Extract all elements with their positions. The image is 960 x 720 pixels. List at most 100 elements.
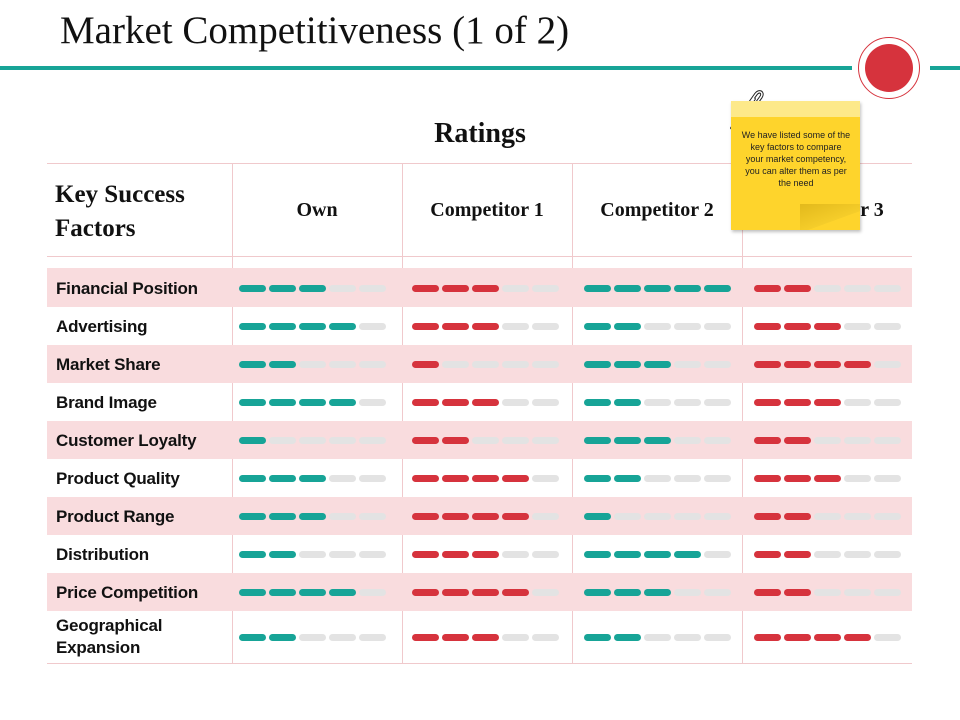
rating-segment-filled: [584, 513, 611, 520]
rating-segment-empty: [874, 513, 901, 520]
column-header-competitor-2: Competitor 2: [600, 199, 714, 221]
rating-segment-filled: [784, 399, 811, 406]
rating-segment-empty: [532, 323, 559, 330]
rating-segment-empty: [674, 475, 701, 482]
key-success-factors-header: Key Success Factors: [55, 181, 185, 242]
rating-segment-empty: [704, 361, 731, 368]
table-row: Product Quality: [47, 459, 912, 497]
rating-segment-filled: [269, 399, 296, 406]
table-row: Market Share: [47, 345, 912, 383]
rating-segment-filled: [442, 551, 469, 558]
factor-label: Distribution: [56, 545, 149, 564]
rating-segment-empty: [814, 589, 841, 596]
rating-segment-filled: [754, 513, 781, 520]
rating-segment-filled: [584, 399, 611, 406]
rating-segment-filled: [644, 437, 671, 444]
factor-label: Price Competition: [56, 583, 199, 602]
rating-segment-empty: [532, 361, 559, 368]
rating-segment-filled: [614, 285, 641, 292]
rating-segment-empty: [329, 513, 356, 520]
rating-segment-filled: [754, 589, 781, 596]
rating-segment-filled: [754, 323, 781, 330]
rating-segment-empty: [532, 285, 559, 292]
rating-segment-filled: [844, 361, 871, 368]
rating-segment-filled: [299, 399, 326, 406]
rating-segment-empty: [874, 285, 901, 292]
table-row: Advertising: [47, 307, 912, 345]
factor-label: Product Range: [56, 507, 175, 526]
rating-segment-empty: [814, 437, 841, 444]
rating-segment-empty: [502, 361, 529, 368]
rating-segment-filled: [754, 399, 781, 406]
rating-segment-empty: [359, 475, 386, 482]
rating-segment-filled: [784, 361, 811, 368]
rating-segment-empty: [704, 589, 731, 596]
rating-segment-filled: [814, 634, 841, 641]
rating-segment-filled: [584, 323, 611, 330]
column-divider: [402, 163, 403, 663]
rating-segment-filled: [269, 634, 296, 641]
rating-segment-filled: [269, 551, 296, 558]
rating-segment-filled: [269, 361, 296, 368]
rating-segment-empty: [532, 437, 559, 444]
rating-segment-filled: [644, 285, 671, 292]
rating-segment-filled: [269, 323, 296, 330]
rating-segment-filled: [412, 589, 439, 596]
rating-segment-empty: [329, 361, 356, 368]
rating-segment-empty: [359, 589, 386, 596]
rating-segment-filled: [412, 437, 439, 444]
table-bottom-border: [47, 663, 912, 664]
column-header-own: Own: [296, 199, 338, 221]
table-row: Financial Position: [47, 268, 912, 307]
rating-segment-filled: [239, 551, 266, 558]
rating-segment-filled: [584, 634, 611, 641]
rating-segment-empty: [299, 361, 326, 368]
table-row: Geographical Expansion: [47, 611, 912, 663]
rating-segment-filled: [412, 551, 439, 558]
header-divider: [47, 256, 912, 257]
rating-segment-empty: [502, 323, 529, 330]
rating-segment-filled: [472, 399, 499, 406]
factor-label: Product Quality: [56, 469, 180, 488]
rating-segment-empty: [532, 634, 559, 641]
factor-label: Financial Position: [56, 278, 198, 298]
rating-segment-empty: [359, 285, 386, 292]
rating-segment-filled: [614, 589, 641, 596]
rating-segment-filled: [442, 634, 469, 641]
rating-segment-empty: [614, 513, 641, 520]
column-divider: [572, 163, 573, 663]
rating-segment-empty: [359, 361, 386, 368]
rating-segment-filled: [299, 285, 326, 292]
rating-segment-empty: [844, 437, 871, 444]
rating-segment-filled: [269, 285, 296, 292]
rating-segment-filled: [784, 551, 811, 558]
rating-segment-empty: [502, 285, 529, 292]
rating-segment-empty: [874, 475, 901, 482]
sticky-note-curl: [800, 204, 860, 230]
rating-segment-empty: [874, 399, 901, 406]
rating-segment-filled: [614, 361, 641, 368]
rating-segment-filled: [239, 323, 266, 330]
rating-segment-empty: [532, 551, 559, 558]
column-header-competitor-1: Competitor 1: [430, 199, 544, 221]
rating-segment-empty: [502, 551, 529, 558]
rating-segment-filled: [442, 475, 469, 482]
rating-segment-filled: [614, 551, 641, 558]
rating-segment-filled: [239, 437, 266, 444]
rating-segment-filled: [644, 361, 671, 368]
factor-label: Customer Loyalty: [56, 431, 197, 450]
rating-segment-empty: [329, 437, 356, 444]
rating-segment-filled: [784, 513, 811, 520]
rating-segment-filled: [784, 634, 811, 641]
rating-segment-filled: [442, 437, 469, 444]
rating-segment-empty: [844, 399, 871, 406]
rating-segment-filled: [644, 589, 671, 596]
rating-segment-filled: [614, 634, 641, 641]
rating-segment-empty: [674, 323, 701, 330]
rating-segment-filled: [472, 513, 499, 520]
rating-segment-filled: [239, 361, 266, 368]
rating-segment-empty: [329, 475, 356, 482]
badge-dot: [865, 44, 913, 92]
rating-segment-empty: [844, 513, 871, 520]
rating-segment-empty: [644, 634, 671, 641]
